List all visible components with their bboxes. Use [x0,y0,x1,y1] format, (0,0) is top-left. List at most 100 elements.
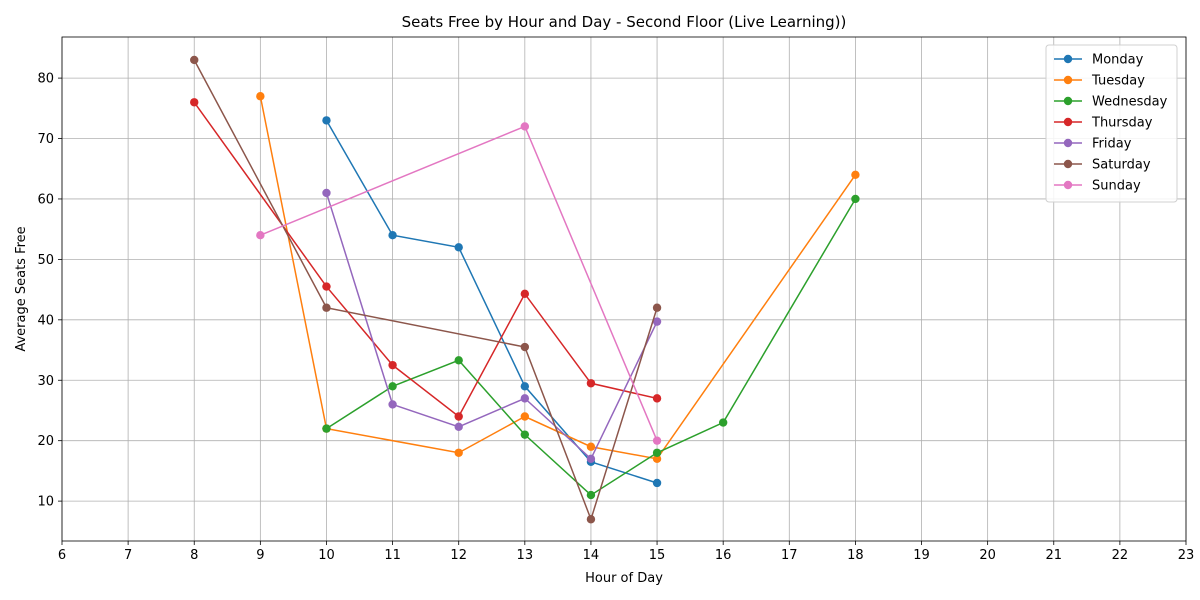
chart-title: Seats Free by Hour and Day - Second Floo… [402,13,847,31]
data-point [388,360,397,370]
data-point [652,394,662,403]
legend-entry-tuesday: Tuesday [1054,74,1145,89]
plot-frame [61,36,1187,542]
x-axis-label: Hour of Day [585,571,663,586]
data-point [652,317,662,326]
data-point [520,412,530,421]
x-tick-label: 15 [649,548,666,563]
series-group [190,55,860,524]
x-tick-label: 16 [715,548,732,563]
data-point [652,436,662,445]
legend-marker [1063,117,1073,127]
legend: Monday Tuesday Wednesday Thursday Friday Satu… [1045,44,1178,203]
data-point [520,122,530,131]
x-tick-label: 18 [847,548,864,563]
legend-entry-sunday: Sunday [1054,179,1141,194]
legend-label: Tuesday [1091,74,1145,89]
data-point [322,303,331,312]
series-thursday [190,98,662,421]
series-line [325,120,658,484]
legend-label: Monday [1092,53,1144,68]
data-point [652,454,662,464]
y-tick-label: 40 [37,313,54,328]
data-point [454,243,463,252]
y-tick-label: 10 [37,495,54,510]
y-axis-label: Average Seats Free [14,226,29,351]
data-point [520,382,530,391]
y-tick-label: 60 [37,192,54,207]
data-point [520,342,530,352]
legend-label: Wednesday [1092,95,1168,110]
data-point [322,282,331,291]
legend-box [1045,44,1178,203]
legend-marker [1063,54,1073,64]
data-point [520,289,530,299]
legend-marker [1063,75,1073,85]
data-point [851,170,860,179]
legend-entry-saturday: Saturday [1054,158,1151,173]
axes: 6 7 8 9 10 11 12 13 14 15 16 17 18 19 20 21 22 23 10 20 30 40… [37,36,1195,563]
legend-label: Friday [1092,137,1132,152]
legend-marker [1063,138,1073,148]
y-tick-label: 20 [37,434,54,449]
data-point [851,194,860,204]
grid [61,37,1187,541]
data-point [652,303,662,312]
x-tick-label: 6 [58,548,66,563]
data-point [388,382,397,391]
legend-label: Sunday [1092,179,1141,194]
x-tick-label: 9 [256,548,264,563]
x-tick-label: 20 [979,548,996,563]
x-tick-label: 8 [190,548,198,563]
legend-entry-wednesday: Wednesday [1054,95,1168,110]
series-saturday [190,55,662,524]
legend-marker [1063,96,1073,106]
series-line [326,198,857,497]
legend-marker [1063,180,1073,190]
legend-label: Saturday [1092,158,1151,173]
data-point [322,424,331,433]
data-point [520,430,530,439]
series-monday [322,116,662,488]
series-line [259,96,857,460]
series-line [325,192,658,461]
legend-entry-monday: Monday [1054,53,1144,68]
data-point [652,478,662,488]
x-tick-label: 17 [781,548,798,563]
x-tick-label: 13 [517,548,534,563]
legend-label: Thursday [1091,116,1153,131]
data-point [454,448,463,457]
x-tick-label: 23 [1178,548,1195,563]
data-point [586,454,596,464]
data-point [718,418,728,427]
series-wednesday [322,194,860,500]
x-tick-label: 14 [583,548,600,563]
legend-entry-thursday: Thursday [1054,116,1153,131]
data-point [586,515,596,524]
data-point [586,442,596,451]
data-point [454,356,463,365]
x-tick-label: 11 [384,548,401,563]
series-sunday [256,122,662,445]
y-tick-label: 80 [37,72,54,87]
y-tick-label: 30 [37,374,54,389]
legend-entry-friday: Friday [1054,137,1132,152]
data-point [190,98,199,107]
x-tick-label: 22 [1112,548,1129,563]
series-friday [322,188,662,464]
legend-marker [1063,159,1073,169]
data-point [652,448,662,457]
data-point [586,379,596,388]
data-point [586,490,596,500]
y-tick-label: 50 [37,253,54,268]
data-point [388,231,397,240]
data-point [388,400,397,409]
x-tick-label: 10 [318,548,335,563]
data-point [256,92,265,101]
data-point [322,116,331,125]
data-point [256,231,265,240]
y-tick-label: 70 [37,132,54,147]
data-point [454,422,463,431]
series-line [193,59,658,522]
